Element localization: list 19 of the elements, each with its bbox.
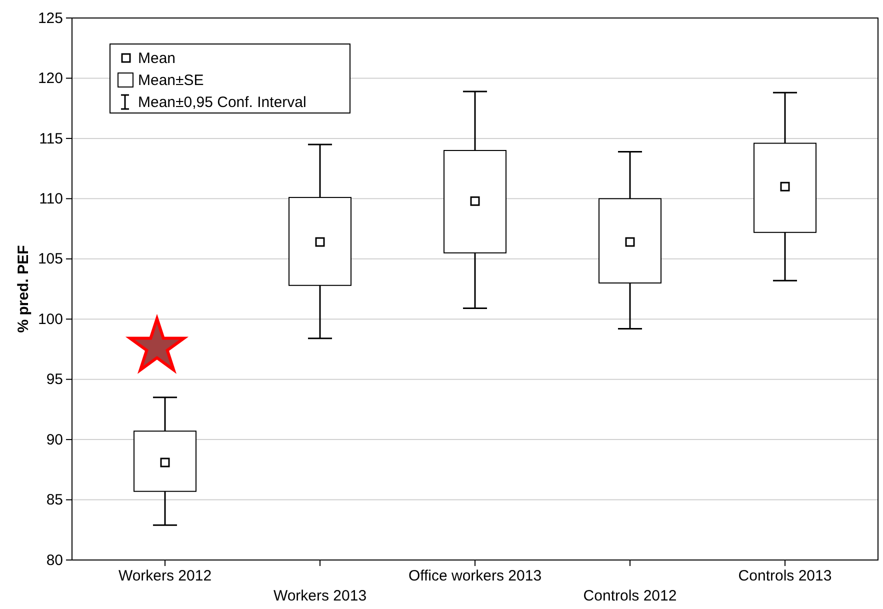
x-tick-label: Workers 2012: [118, 567, 212, 584]
y-tick-label: 80: [46, 552, 63, 569]
y-tick-label: 100: [38, 310, 63, 328]
annotation: Mean±SE: [138, 72, 204, 89]
x-tick-label: Controls 2012: [583, 588, 677, 604]
x-tick-label: Controls 2013: [738, 567, 832, 584]
x-tick-label: Workers 2013: [273, 588, 367, 604]
y-tick-label: 115: [39, 130, 63, 148]
y-axis-title: % pred. PEF: [15, 245, 32, 333]
annotation: Mean: [138, 50, 176, 67]
x-tick-label: Office workers 2013: [408, 567, 542, 584]
annotation: Mean±0,95 Conf. Interval: [138, 94, 306, 111]
y-tick-label: 120: [38, 70, 63, 88]
y-tick-label: 110: [39, 190, 63, 208]
y-tick-label: 125: [38, 10, 63, 27]
y-tick-label: 105: [38, 250, 63, 268]
y-tick-label: 85: [46, 492, 63, 509]
y-tick-label: 90: [46, 431, 63, 448]
y-tick-label: 95: [46, 371, 63, 388]
